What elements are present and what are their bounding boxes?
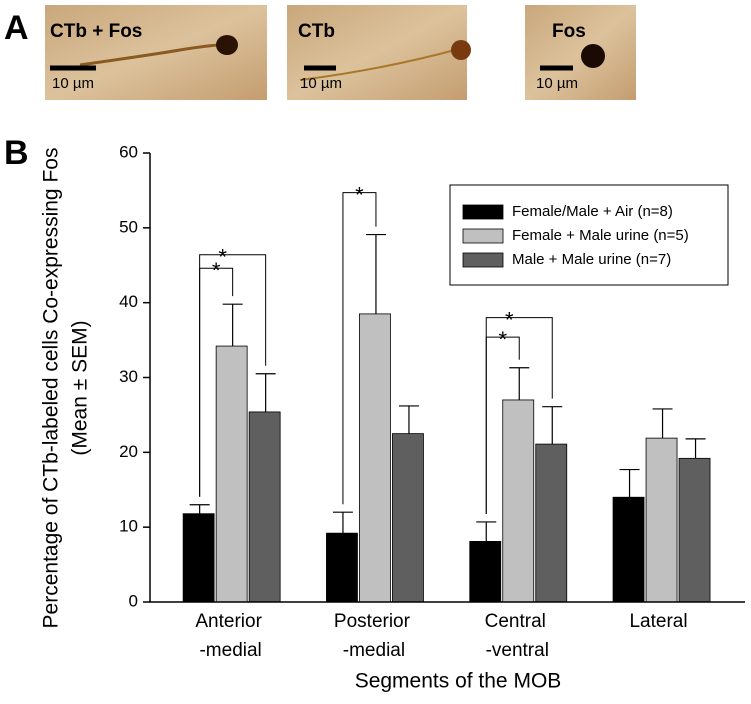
scale-label: 10 µm bbox=[536, 75, 578, 92]
bar bbox=[535, 443, 568, 603]
significance-label: * bbox=[355, 182, 364, 207]
panel-label: A bbox=[4, 9, 29, 47]
legend-swatch bbox=[462, 228, 504, 244]
x-tick-label: Anterior bbox=[195, 611, 262, 632]
micrograph bbox=[525, 5, 636, 100]
bar bbox=[182, 513, 215, 603]
bar bbox=[248, 411, 281, 603]
legend-label: Female + Male urine (n=5) bbox=[512, 227, 689, 244]
significance-label: * bbox=[498, 327, 507, 352]
y-tick-label: 10 bbox=[119, 517, 138, 536]
x-tick-label: -ventral bbox=[486, 640, 549, 661]
bar bbox=[678, 457, 711, 603]
legend-label: Male + Male urine (n=7) bbox=[512, 251, 671, 268]
significance-label: * bbox=[218, 245, 227, 270]
scale-label: 10 µm bbox=[300, 75, 342, 92]
bar bbox=[215, 345, 248, 603]
y-axis-label: Percentage of CTb-labeled cells Co-expre… bbox=[40, 148, 63, 629]
bar bbox=[645, 437, 678, 603]
legend-label: Female/Male + Air (n=8) bbox=[512, 203, 673, 220]
legend-swatch bbox=[462, 252, 504, 268]
image-label: CTb bbox=[298, 21, 335, 42]
bar bbox=[502, 399, 535, 603]
scale-label: 10 µm bbox=[52, 75, 94, 92]
y-tick-label: 20 bbox=[119, 442, 138, 461]
image-label: Fos bbox=[552, 21, 586, 42]
x-axis-label: Segments of the MOB bbox=[355, 670, 562, 693]
y-tick-label: 40 bbox=[119, 292, 138, 311]
legend-swatch bbox=[462, 204, 504, 220]
x-tick-label: -medial bbox=[199, 640, 261, 661]
significance-label: * bbox=[212, 258, 221, 283]
significance-bracket bbox=[199, 254, 267, 497]
y-tick-label: 30 bbox=[119, 367, 138, 386]
significance-bracket bbox=[342, 192, 377, 505]
x-tick-label: -medial bbox=[343, 640, 405, 661]
bar bbox=[359, 313, 391, 603]
bar bbox=[326, 532, 358, 603]
image-label: CTb + Fos bbox=[50, 21, 142, 42]
y-tick-label: 50 bbox=[119, 217, 138, 236]
y-tick-label: 0 bbox=[129, 591, 138, 610]
bar bbox=[469, 540, 502, 603]
x-tick-label: Central bbox=[485, 611, 546, 632]
panel-label: B bbox=[4, 134, 29, 172]
significance-label: * bbox=[505, 307, 514, 332]
bar bbox=[612, 496, 645, 603]
micrograph bbox=[45, 5, 267, 100]
x-tick-label: Lateral bbox=[629, 611, 687, 632]
y-axis-label: (Mean ± SEM) bbox=[69, 320, 92, 455]
bar bbox=[392, 433, 424, 603]
x-tick-label: Posterior bbox=[334, 611, 411, 632]
micrograph bbox=[287, 5, 471, 100]
y-tick-label: 60 bbox=[119, 142, 138, 161]
significance-bracket bbox=[485, 317, 553, 514]
